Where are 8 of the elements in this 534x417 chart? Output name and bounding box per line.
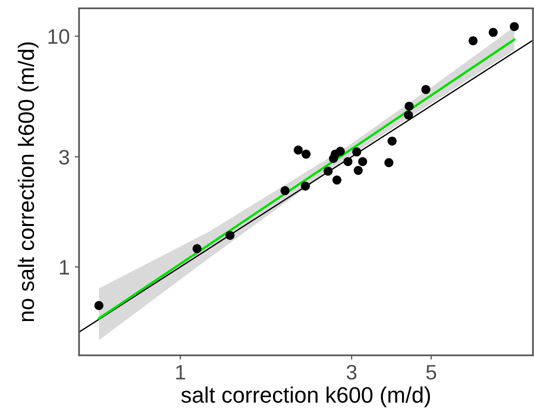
x-tick-label: 3	[346, 364, 356, 380]
y-tick-label: 10	[48, 29, 70, 44]
y-tick-label: 3	[59, 150, 70, 165]
y-tick-label: 1	[60, 260, 69, 274]
x-tick-label: 1	[176, 365, 186, 380]
x-tick-label: 5	[426, 365, 436, 380]
y-axis-title: no salt correction k600 (m/d)	[18, 42, 38, 322]
x-axis-title: salt correction k600 (m/d)	[181, 386, 430, 408]
